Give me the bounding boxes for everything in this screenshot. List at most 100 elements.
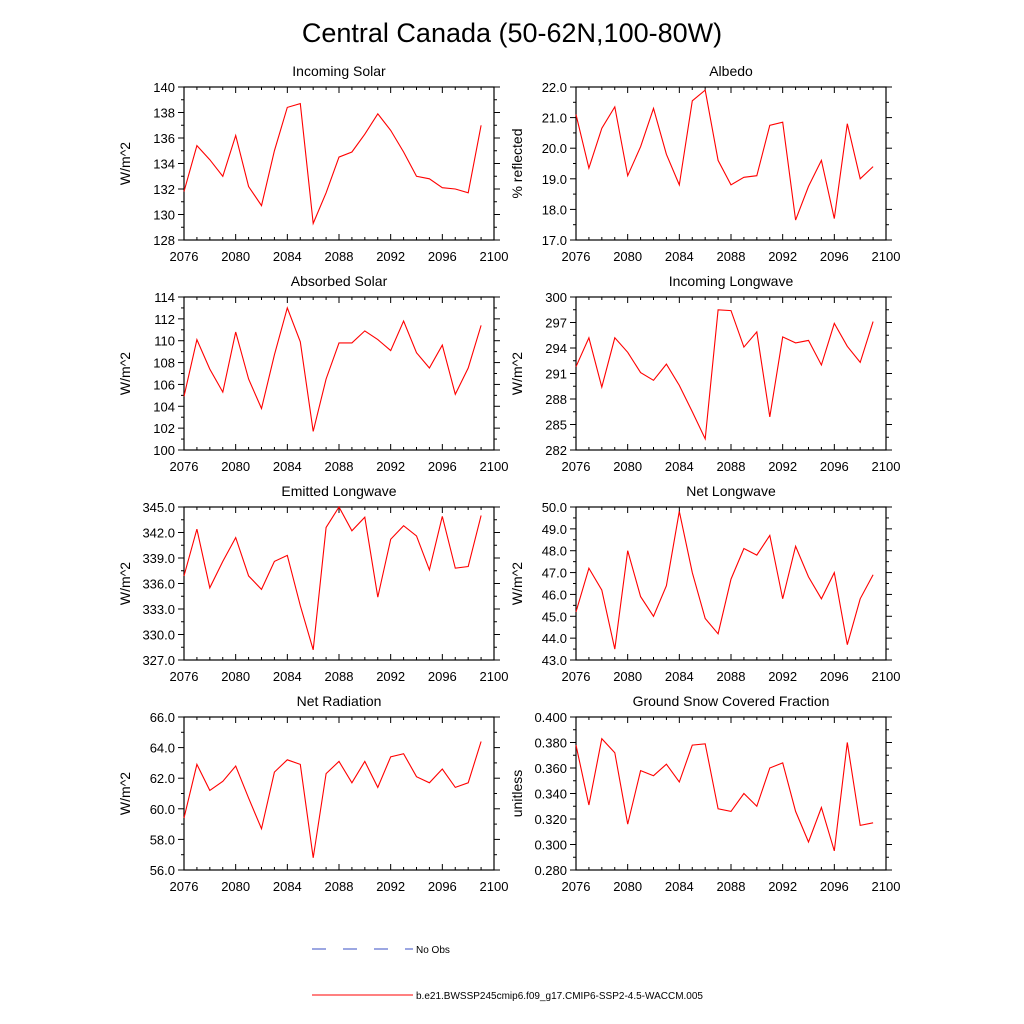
y-tick-label: 110 [154, 334, 175, 349]
y-tick-label: 0.320 [534, 812, 567, 827]
x-tick-label: 2096 [820, 459, 849, 474]
y-tick-label: 64.0 [150, 741, 175, 756]
x-tick-label: 2088 [325, 669, 354, 684]
series-line [183, 306, 482, 432]
x-tick-label: 2076 [170, 459, 199, 474]
chart-panel: 2076 2080 2084 2088 2092 2096 2100 0.280 0.300 0.… [509, 693, 900, 894]
x-tick-label: 2088 [325, 459, 354, 474]
y-tick-label: 112 [154, 312, 175, 327]
legend-obs-label: No Obs [416, 945, 450, 956]
y-tick-label: 66.0 [150, 710, 175, 725]
panels: 2076 2080 2084 2088 2092 2096 2100 128 130 132 134… [117, 63, 900, 894]
x-tick-label: 2100 [480, 249, 509, 264]
x-tick-label: 2092 [376, 459, 405, 474]
y-tick-label: 106 [153, 377, 175, 392]
y-tick-label: 128 [153, 233, 175, 248]
y-tick-label: 47.0 [542, 566, 567, 581]
y-tick-label: 333.0 [142, 602, 175, 617]
y-tick-label: 45.0 [542, 609, 567, 624]
series-line [183, 505, 482, 650]
y-tick-label: 0.300 [534, 838, 567, 853]
panel-title: Incoming Solar [292, 63, 386, 79]
x-tick-label: 2088 [717, 249, 746, 264]
panel-title: Incoming Longwave [669, 273, 794, 289]
y-tick-label: 342.0 [142, 526, 175, 541]
series-line [575, 511, 874, 650]
panel-title: Albedo [709, 63, 753, 79]
plot-frame [575, 506, 887, 661]
chart-panel: 2076 2080 2084 2088 2092 2096 2100 327.0 330.0 33… [117, 483, 508, 684]
y-tick-label: 0.360 [534, 761, 567, 776]
y-tick-label: 19.0 [542, 172, 567, 187]
x-tick-label: 2076 [170, 249, 199, 264]
x-tick-label: 2080 [613, 249, 642, 264]
x-tick-label: 2092 [376, 879, 405, 894]
x-tick-label: 2088 [325, 249, 354, 264]
plot-frame [183, 716, 495, 871]
x-tick-label: 2088 [717, 459, 746, 474]
y-tick-label: 291 [545, 367, 567, 382]
y-tick-label: 0.280 [534, 863, 567, 878]
x-tick-label: 2080 [613, 879, 642, 894]
x-tick-label: 2096 [820, 879, 849, 894]
y-tick-label: 48.0 [542, 544, 567, 559]
x-tick-label: 2076 [170, 879, 199, 894]
plot-frame [575, 296, 887, 451]
plot-frame [575, 86, 887, 241]
chart-panel: 2076 2080 2084 2088 2092 2096 2100 56.0 58.0 60.0… [117, 693, 508, 894]
series-line [575, 309, 874, 441]
x-tick-label: 2084 [665, 249, 694, 264]
y-tick-label: 58.0 [150, 832, 175, 847]
x-tick-label: 2096 [428, 459, 457, 474]
x-tick-label: 2076 [170, 669, 199, 684]
series-line [575, 89, 874, 221]
y-tick-label: 108 [153, 356, 175, 371]
x-tick-label: 2096 [820, 249, 849, 264]
x-tick-label: 2096 [820, 669, 849, 684]
series-line [183, 102, 482, 226]
x-tick-label: 2096 [428, 879, 457, 894]
y-tick-label: 46.0 [542, 587, 567, 602]
x-tick-label: 2080 [221, 669, 250, 684]
y-tick-label: 288 [545, 392, 567, 407]
chart-panel: 2076 2080 2084 2088 2092 2096 2100 17.0 18.0 19.0… [509, 63, 900, 264]
y-axis-label: % reflected [509, 128, 525, 198]
y-tick-label: 50.0 [542, 500, 567, 515]
y-tick-label: 21.0 [542, 111, 567, 126]
y-axis-label: W/m^2 [509, 562, 525, 605]
y-tick-label: 56.0 [150, 863, 175, 878]
x-tick-label: 2092 [376, 669, 405, 684]
y-axis-label: W/m^2 [117, 772, 133, 815]
x-tick-label: 2080 [613, 459, 642, 474]
x-tick-label: 2100 [872, 879, 901, 894]
figure-title: Central Canada (50-62N,100-80W) [302, 18, 722, 48]
y-tick-label: 130 [153, 208, 175, 223]
y-tick-label: 339.0 [142, 551, 175, 566]
x-tick-label: 2084 [665, 669, 694, 684]
y-tick-label: 336.0 [142, 577, 175, 592]
chart-panel: 2076 2080 2084 2088 2092 2096 2100 282 285 288 291… [509, 273, 900, 474]
x-tick-label: 2084 [665, 459, 694, 474]
panel-title: Net Radiation [297, 693, 382, 709]
x-tick-label: 2092 [768, 249, 797, 264]
x-tick-label: 2088 [717, 879, 746, 894]
x-tick-label: 2092 [376, 249, 405, 264]
y-axis-label: W/m^2 [117, 352, 133, 395]
x-tick-label: 2100 [480, 879, 509, 894]
x-tick-label: 2096 [428, 249, 457, 264]
y-tick-label: 330.0 [142, 628, 175, 643]
y-tick-label: 20.0 [542, 141, 567, 156]
y-tick-label: 102 [153, 421, 175, 436]
y-tick-label: 0.400 [534, 710, 567, 725]
y-tick-label: 0.380 [534, 736, 567, 751]
x-tick-label: 2100 [872, 249, 901, 264]
x-tick-label: 2080 [221, 879, 250, 894]
x-tick-label: 2088 [717, 669, 746, 684]
panel-title: Absorbed Solar [291, 273, 388, 289]
x-tick-label: 2088 [325, 879, 354, 894]
x-tick-label: 2100 [872, 459, 901, 474]
y-tick-label: 43.0 [542, 653, 567, 668]
y-tick-label: 285 [545, 418, 567, 433]
x-tick-label: 2092 [768, 669, 797, 684]
